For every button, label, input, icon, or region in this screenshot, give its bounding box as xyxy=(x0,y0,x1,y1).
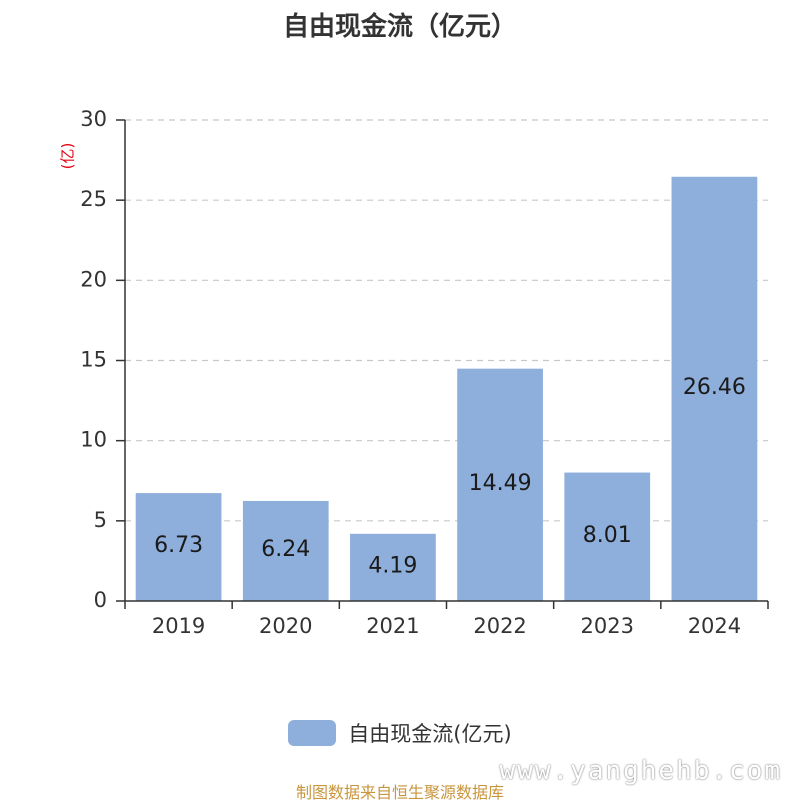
y-tick-label: 25 xyxy=(80,187,107,211)
y-tick-label: 15 xyxy=(80,348,107,372)
data-label-2024: 26.46 xyxy=(683,375,746,400)
x-tick-label-2021: 2021 xyxy=(366,614,419,638)
watermark: www.yanghehb.com xyxy=(499,756,782,786)
y-tick-label: 30 xyxy=(80,107,107,131)
legend[interactable]: 自由现金流(亿元) xyxy=(0,718,800,748)
legend-swatch xyxy=(288,720,337,746)
bar-2024 xyxy=(671,176,758,601)
labels: 0 5 10 15 20 25 30 6.73 2019 6.24 2020 4.19 2021 14.4… xyxy=(80,107,746,638)
x-tick-label-2024: 2024 xyxy=(688,614,741,638)
bars xyxy=(135,176,758,601)
chart-title: 自由现金流（亿元） xyxy=(282,12,517,42)
data-label-2023: 8.01 xyxy=(583,523,632,548)
bar-2021 xyxy=(350,533,436,601)
bar-2022 xyxy=(457,368,543,601)
x-tick-label-2020: 2020 xyxy=(259,614,312,638)
x-tick-label-2022: 2022 xyxy=(473,614,526,638)
x-tick-label-2023: 2023 xyxy=(581,614,634,638)
y-tick-label: 20 xyxy=(80,267,107,291)
data-label-2022: 14.49 xyxy=(469,471,532,496)
x-tick-label-2019: 2019 xyxy=(152,614,205,638)
y-tick-label: 0 xyxy=(94,588,107,612)
y-tick-label: 10 xyxy=(80,428,107,452)
data-label-2021: 4.19 xyxy=(368,553,417,578)
legend-label: 自由现金流(亿元) xyxy=(348,722,512,746)
bar-2023 xyxy=(564,472,651,601)
bar-2019 xyxy=(135,493,222,601)
grid-lines xyxy=(125,119,768,522)
data-label-2019: 6.73 xyxy=(154,533,203,558)
bar-2020 xyxy=(242,500,329,601)
source-note: 制图数据来自恒生聚源数据库 xyxy=(295,783,504,802)
axes xyxy=(116,119,769,609)
y-axis-label: (亿) xyxy=(59,143,77,170)
y-tick-label: 5 xyxy=(94,508,107,532)
data-label-2020: 6.24 xyxy=(261,537,310,562)
